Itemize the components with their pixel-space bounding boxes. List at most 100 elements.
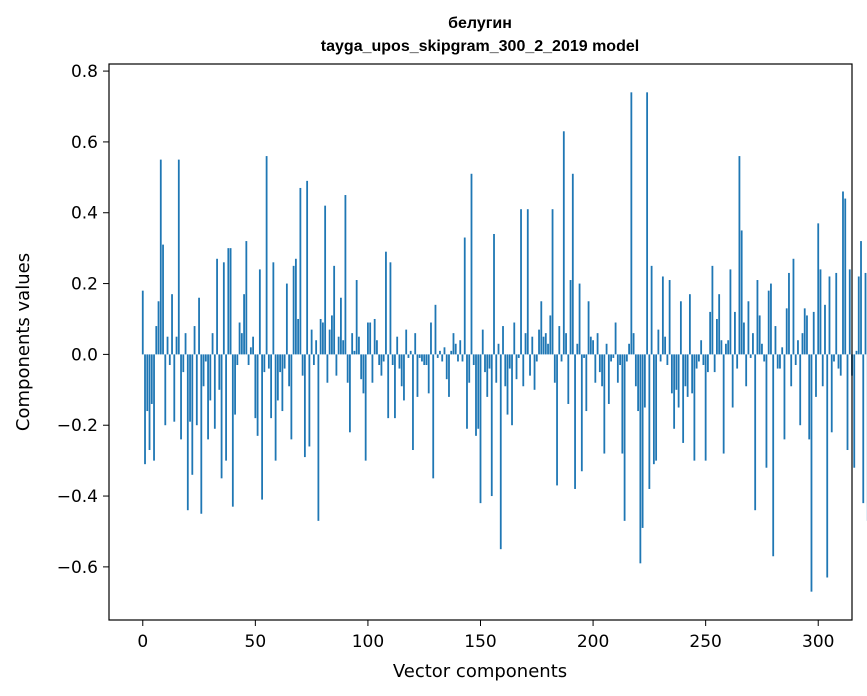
- bar-198: [587, 301, 590, 355]
- bar-263: [734, 311, 736, 355]
- bar-171: [526, 209, 529, 355]
- bar-159: [499, 354, 502, 550]
- y-tick-label: 0.2: [71, 275, 98, 295]
- bar-112: [394, 354, 396, 419]
- bar-142: [461, 354, 464, 362]
- bar-147: [472, 354, 475, 366]
- chart-title-line-1: белугин: [448, 15, 512, 32]
- bar-253: [711, 265, 714, 355]
- bar-307: [833, 354, 835, 362]
- bar-254: [713, 354, 716, 373]
- bar-18: [182, 354, 185, 373]
- bar-319: [860, 241, 862, 355]
- bar-243: [688, 294, 691, 355]
- bar-288: [790, 354, 793, 387]
- bar-25: [198, 297, 200, 355]
- bar-275: [761, 343, 763, 355]
- bar-280: [772, 354, 775, 557]
- bar-55: [265, 156, 268, 355]
- bar-201: [594, 354, 597, 383]
- bar-136: [448, 354, 450, 397]
- bar-58: [272, 262, 275, 355]
- bar-1: [144, 354, 146, 465]
- bar-291: [797, 340, 799, 355]
- bar-99: [364, 354, 367, 461]
- bar-158: [497, 343, 500, 355]
- bar-215: [625, 354, 628, 362]
- bar-59: [274, 354, 277, 461]
- bar-197: [585, 354, 588, 412]
- bar-87: [337, 336, 340, 355]
- bar-314: [848, 269, 851, 355]
- bar-192: [574, 354, 576, 489]
- bar-96: [358, 336, 360, 355]
- bar-297: [810, 354, 813, 592]
- bar-162: [506, 354, 509, 415]
- bar-148: [475, 354, 477, 436]
- bar-216: [628, 343, 630, 355]
- bar-295: [806, 315, 808, 355]
- bar-116: [403, 354, 405, 401]
- bar-186: [560, 354, 563, 362]
- x-axis-label: Vector components: [393, 661, 567, 682]
- bar-33: [216, 258, 218, 355]
- bar-289: [792, 258, 795, 355]
- bar-41: [234, 354, 236, 415]
- bar-137: [450, 350, 453, 355]
- bar-227: [652, 354, 655, 465]
- bar-74: [308, 354, 311, 447]
- bar-24: [195, 354, 198, 426]
- bar-203: [598, 354, 601, 373]
- bar-10: [164, 354, 167, 426]
- bar-45: [243, 294, 245, 355]
- bar-163: [508, 354, 511, 369]
- bar-281: [774, 326, 777, 355]
- bar-221: [639, 354, 642, 564]
- bar-79: [319, 318, 322, 355]
- bar-53: [261, 354, 263, 500]
- bar-94: [353, 350, 356, 355]
- bar-271: [752, 333, 754, 355]
- bar-90: [344, 195, 347, 355]
- bar-273: [756, 280, 759, 355]
- bar-8: [159, 159, 162, 355]
- y-tick-label: −0.4: [57, 487, 98, 507]
- bar-236: [673, 354, 676, 429]
- bar-80: [321, 322, 324, 355]
- bar-67: [292, 265, 295, 355]
- bar-261: [729, 269, 732, 355]
- x-tick-label: 100: [352, 632, 384, 652]
- x-tick-label: 150: [464, 632, 496, 652]
- bar-15: [175, 336, 178, 355]
- bar-229: [657, 329, 660, 355]
- bar-233: [666, 354, 669, 366]
- bar-21: [189, 354, 191, 422]
- bar-255: [716, 318, 718, 355]
- bar-56: [267, 354, 270, 369]
- bar-93: [351, 333, 354, 355]
- bar-104: [376, 340, 378, 355]
- bar-308: [835, 272, 838, 355]
- bar-135: [445, 354, 448, 380]
- bar-2: [146, 354, 149, 412]
- bar-165: [513, 322, 516, 355]
- bar-150: [479, 354, 482, 504]
- x-tick-label: 50: [245, 632, 267, 652]
- bar-285: [783, 354, 786, 440]
- bar-226: [650, 265, 653, 355]
- y-tick-label: 0.4: [71, 204, 98, 224]
- bar-207: [607, 354, 610, 404]
- bar-195: [580, 354, 583, 472]
- bar-303: [824, 304, 826, 355]
- bar-209: [612, 354, 615, 358]
- bar-251: [707, 354, 709, 373]
- bar-7: [157, 301, 160, 355]
- bar-321: [864, 272, 867, 355]
- bar-193: [576, 343, 579, 355]
- bar-208: [610, 354, 612, 362]
- bar-69: [297, 318, 300, 355]
- bar-172: [529, 354, 531, 376]
- bar-77: [315, 340, 318, 355]
- bar-311: [842, 191, 844, 355]
- bar-238: [677, 354, 680, 408]
